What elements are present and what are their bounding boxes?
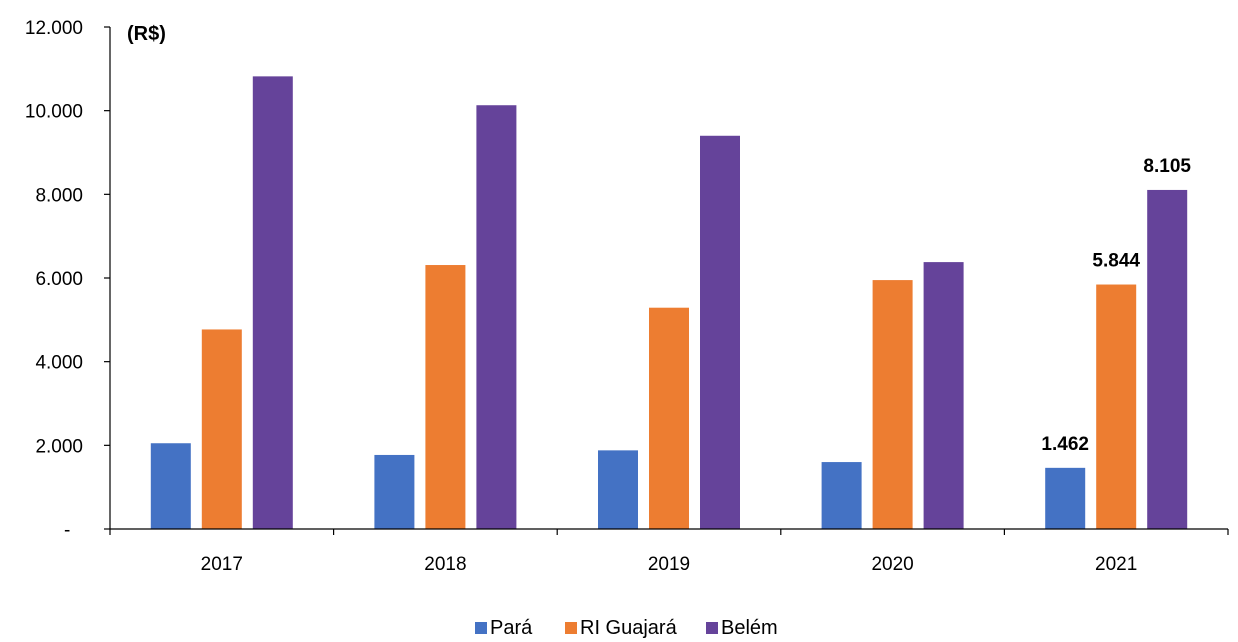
- x-tick-label: 2018: [424, 554, 466, 575]
- bar-ri-guajar--2021: [1096, 284, 1137, 529]
- data-label: 8.105: [1143, 156, 1191, 177]
- bar-bel-m-2020: [923, 262, 964, 529]
- x-tick-label: 2021: [1095, 554, 1137, 575]
- bar-par--2021: [1045, 467, 1086, 529]
- data-label: 1.462: [1041, 434, 1089, 455]
- bar-ri-guajar--2018: [425, 265, 466, 529]
- y-tick-label: 2.000: [35, 436, 83, 457]
- legend-swatch: [706, 622, 718, 634]
- data-labels: 1.462 5.844 8.105: [1041, 156, 1191, 455]
- y-tick-label: 12.000: [25, 18, 83, 39]
- x-tick-label: 2017: [201, 554, 243, 575]
- x-tick-label: 2020: [871, 554, 913, 575]
- y-tick-label: 8.000: [35, 185, 83, 206]
- legend-label: Pará: [490, 617, 533, 639]
- x-tick-label: 2019: [648, 554, 690, 575]
- legend-swatch: [565, 622, 577, 634]
- bar-bel-m-2021: [1147, 189, 1188, 529]
- bar-ri-guajar--2020: [872, 280, 913, 529]
- bar-par--2020: [821, 462, 862, 529]
- bar-par--2017: [150, 443, 191, 529]
- bar-bel-m-2019: [700, 135, 740, 529]
- data-label: 5.844: [1092, 251, 1140, 272]
- bars: [150, 76, 1188, 529]
- legend: Pará RI Guajará Belém: [475, 617, 778, 639]
- y-tick-label: 6.000: [35, 269, 83, 290]
- y-tick-label: 4.000: [35, 353, 83, 374]
- bar-par--2019: [598, 450, 638, 529]
- bar-ri-guajar--2017: [201, 329, 242, 529]
- bar-bel-m-2017: [252, 76, 293, 529]
- legend-label: Belém: [721, 617, 778, 639]
- y-tick-label: 10.000: [25, 102, 83, 123]
- legend-swatch: [475, 622, 487, 634]
- y-axis: - 2.000 4.000 6.000 8.000 10.000 12.000: [25, 18, 111, 541]
- legend-label: RI Guajará: [580, 617, 678, 639]
- bar-bel-m-2018: [476, 105, 517, 529]
- unit-label: (R$): [127, 23, 166, 45]
- y-tick-label: -: [64, 520, 70, 541]
- bar-ri-guajar--2019: [649, 307, 689, 529]
- bar-par--2018: [374, 454, 415, 529]
- x-axis: 2017 2018 2019 2020 2021: [109, 528, 1229, 575]
